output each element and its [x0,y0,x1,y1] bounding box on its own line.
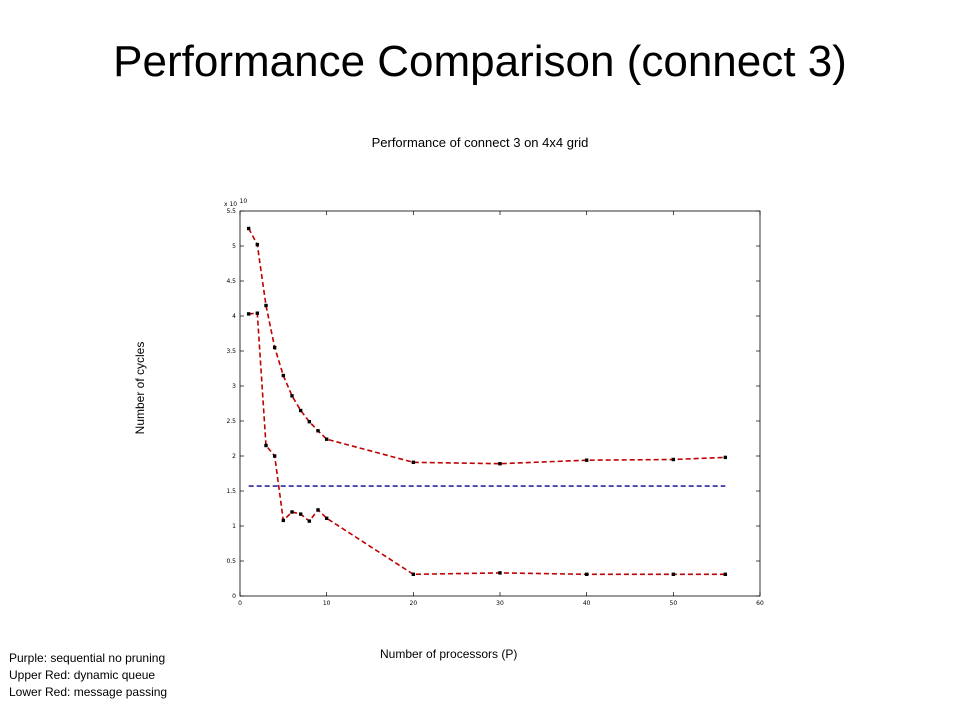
y-axis-label: Number of cycles [133,341,147,435]
series-0-point [307,420,312,424]
x-tick-label: 20 [410,600,418,607]
y-tick-label: 2.5 [226,418,236,425]
series-0-point [324,437,329,441]
x-tick-label: 10 [323,600,331,607]
series-0-point [281,373,286,378]
series-0-point [290,394,294,398]
x-tick-label: 30 [496,600,504,607]
y-tick-label: 5.5 [226,208,236,215]
series-1-point [324,516,329,520]
x-tick-label: 50 [670,600,678,607]
series-1-point [255,311,260,315]
series-0-point [411,460,416,464]
series-1-point [316,508,320,512]
series-1-point [264,443,268,448]
note-lower-red: Lower Red: message passing [9,685,168,699]
series-1-point [307,519,312,523]
series-0-point [723,455,728,460]
series-1-point [290,510,294,514]
series-0-point [316,429,320,433]
y-tick-label: 4.5 [226,278,236,285]
y-tick-label: 5 [232,243,236,250]
x-tick-label: 0 [238,600,242,607]
note-upper-red: Upper Red: dynamic queue [9,668,156,682]
x-tick-label: 60 [756,600,764,607]
y-exponent-power: 10 [240,198,248,205]
y-tick-label: 0 [232,593,236,600]
y-tick-label: 2 [232,453,236,460]
y-tick-label: 4 [232,313,236,320]
note-purple: Purple: sequential no pruning [9,651,166,665]
series-0-point [246,226,251,231]
series-0-point [498,462,502,466]
x-axis-label: Number of processors (P) [380,647,518,661]
y-tick-label: 1 [232,523,236,530]
y-tick-label: 3 [232,383,236,390]
y-tick-label: 1.5 [226,488,236,495]
series-0-point [272,345,277,350]
y-tick-label: 0.5 [226,558,236,565]
series-0-point [255,242,260,247]
plot-frame [239,210,761,597]
series-0-point [671,457,676,462]
series-0-point [584,458,589,462]
series-1-point [411,572,416,576]
chart-title: Performance of connect 3 on 4x4 grid [371,135,589,150]
series-1-point [298,512,303,516]
series-notes: Purple: sequential no pruning Upper Red:… [9,650,167,701]
x-tick-label: 40 [583,600,591,607]
series-1-point [281,518,286,523]
series-0-point [264,303,268,308]
series-1-point [246,312,251,316]
series-1-point [272,454,277,458]
y-exponent-label: x 10 [224,201,237,208]
series-1-point [498,571,502,575]
series-1-point [671,572,676,576]
series-0-point [298,408,303,413]
y-tick-label: 3.5 [226,348,236,355]
series-1-point [584,572,589,576]
slide-title: Performance Comparison (connect 3) [113,37,847,86]
series-line-0 [247,228,726,465]
series-1-point [723,572,728,576]
